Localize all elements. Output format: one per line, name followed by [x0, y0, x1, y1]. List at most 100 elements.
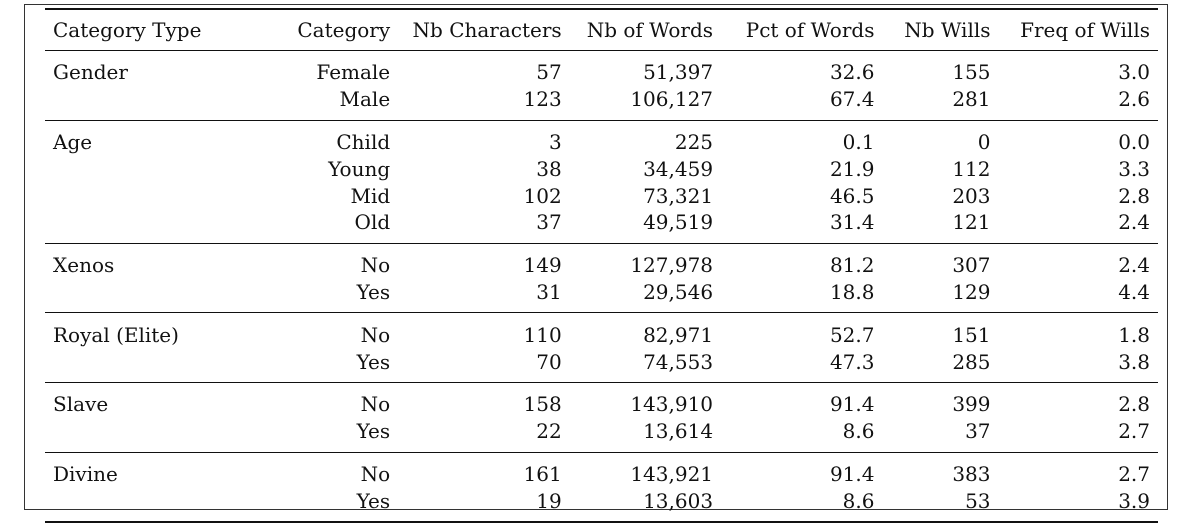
table-group: Gender Female 57 51,397 32.6 155 3.0 Mal… — [45, 51, 1158, 121]
nb-characters-cell: 31 — [536, 279, 562, 304]
freq-wills-cell: 1.8 — [1118, 322, 1150, 347]
pct-words-cell: 8.6 — [842, 419, 875, 444]
table-row: Slave No 158 143,910 91.4 399 2.8 — [45, 382, 1158, 417]
category-type-cell — [45, 279, 287, 313]
nb-wills-cell: 155 — [952, 60, 991, 85]
freq-wills-cell: 3.8 — [1118, 349, 1150, 374]
freq-wills-cell: 2.4 — [1118, 210, 1150, 235]
nb-words-cell: 127,978 — [630, 253, 714, 278]
nb-characters-cell: 161 — [523, 461, 562, 486]
table-row: Gender Female 57 51,397 32.6 155 3.0 — [45, 51, 1158, 86]
pct-words-cell: 8.6 — [842, 488, 875, 513]
table-row: Mid 102 73,321 46.5 203 2.8 — [45, 182, 1158, 209]
category-cell: Child — [336, 129, 391, 154]
category-cell: No — [360, 322, 391, 347]
category-type-cell: Gender — [53, 60, 128, 85]
nb-words-cell: 106,127 — [630, 87, 714, 112]
nb-words-cell: 13,614 — [643, 419, 714, 444]
nb-wills-cell: 53 — [965, 488, 991, 513]
category-type-cell — [45, 86, 287, 120]
table-row: Xenos No 149 127,978 81.2 307 2.4 — [45, 243, 1158, 278]
freq-wills-cell: 0.0 — [1118, 129, 1150, 154]
nb-characters-cell: 22 — [536, 419, 562, 444]
freq-wills-cell: 3.0 — [1118, 60, 1150, 85]
freq-wills-cell: 2.4 — [1118, 253, 1150, 278]
header-pct-words: Pct of Words — [745, 18, 875, 42]
category-type-cell: Royal (Elite) — [53, 322, 179, 347]
pct-words-cell: 32.6 — [829, 60, 875, 85]
table-row: Yes 19 13,603 8.6 53 3.9 — [45, 487, 1158, 522]
nb-words-cell: 29,546 — [643, 279, 714, 304]
header-nb-words: Nb of Words — [586, 18, 714, 42]
pct-words-cell: 21.9 — [829, 156, 875, 181]
pct-words-cell: 52.7 — [829, 322, 875, 347]
category-type-cell: Divine — [53, 461, 118, 486]
header-nb-characters: Nb Characters — [412, 18, 562, 42]
header-category: Category — [297, 18, 391, 42]
nb-wills-cell: 121 — [952, 210, 991, 235]
table-group: Royal (Elite) No 110 82,971 52.7 151 1.8… — [45, 312, 1158, 383]
table-group: Xenos No 149 127,978 81.2 307 2.4 Yes 31… — [45, 243, 1158, 313]
category-cell: Old — [354, 210, 391, 235]
pct-words-cell: 46.5 — [829, 183, 875, 208]
pct-words-cell: 91.4 — [829, 461, 875, 486]
category-cell: Male — [339, 87, 391, 112]
nb-wills-cell: 307 — [952, 253, 991, 278]
nb-wills-cell: 112 — [952, 156, 991, 181]
nb-wills-cell: 399 — [952, 392, 991, 417]
pct-words-cell: 0.1 — [842, 129, 875, 154]
nb-characters-cell: 19 — [536, 488, 562, 513]
nb-characters-cell: 70 — [536, 349, 562, 374]
nb-characters-cell: 38 — [536, 156, 562, 181]
table-row: Divine No 161 143,921 91.4 383 2.7 — [45, 452, 1158, 487]
category-type-cell: Age — [53, 129, 93, 154]
nb-wills-cell: 151 — [952, 322, 991, 347]
category-cell: Female — [316, 60, 391, 85]
freq-wills-cell: 2.7 — [1118, 461, 1150, 486]
nb-words-cell: 143,921 — [630, 461, 714, 486]
nb-words-cell: 82,971 — [643, 322, 714, 347]
nb-wills-cell: 203 — [952, 183, 991, 208]
freq-wills-cell: 2.6 — [1118, 87, 1150, 112]
table-row: Old 37 49,519 31.4 121 2.4 — [45, 209, 1158, 243]
table-row: Age Child 3 225 0.1 0 0.0 — [45, 120, 1158, 155]
statistics-table: Category Type Category Nb Characters Nb … — [45, 8, 1158, 523]
category-cell: Young — [328, 156, 391, 181]
nb-words-cell: 13,603 — [643, 488, 714, 513]
category-type-cell — [45, 182, 287, 209]
category-cell: No — [360, 253, 391, 278]
nb-characters-cell: 57 — [536, 60, 562, 85]
nb-wills-cell: 0 — [977, 129, 991, 154]
category-type-cell: Xenos — [53, 253, 115, 278]
nb-words-cell: 143,910 — [630, 392, 714, 417]
freq-wills-cell: 3.9 — [1118, 488, 1150, 513]
table-group: Slave No 158 143,910 91.4 399 2.8 Yes 22… — [45, 382, 1158, 452]
category-type-cell — [45, 418, 287, 452]
pct-words-cell: 91.4 — [829, 392, 875, 417]
category-cell: No — [360, 461, 391, 486]
pct-words-cell: 31.4 — [829, 210, 875, 235]
table-row: Yes 31 29,546 18.8 129 4.4 — [45, 279, 1158, 313]
table-header: Category Type Category Nb Characters Nb … — [45, 9, 1158, 51]
table-group: Age Child 3 225 0.1 0 0.0 Young 38 34,45… — [45, 120, 1158, 243]
nb-characters-cell: 102 — [523, 183, 562, 208]
freq-wills-cell: 2.8 — [1118, 392, 1150, 417]
table-row: Young 38 34,459 21.9 112 3.3 — [45, 155, 1158, 182]
nb-words-cell: 225 — [674, 129, 714, 154]
table-row: Male 123 106,127 67.4 281 2.6 — [45, 86, 1158, 120]
pct-words-cell: 81.2 — [829, 253, 875, 278]
category-type-cell — [45, 209, 287, 243]
table-frame — [24, 4, 1168, 510]
category-type-cell — [45, 155, 287, 182]
category-cell: Yes — [356, 419, 391, 444]
header-row: Category Type Category Nb Characters Nb … — [45, 9, 1158, 51]
table-row: Yes 22 13,614 8.6 37 2.7 — [45, 418, 1158, 452]
category-cell: Yes — [356, 488, 391, 513]
nb-characters-cell: 37 — [536, 210, 562, 235]
table-row: Royal (Elite) No 110 82,971 52.7 151 1.8 — [45, 313, 1158, 348]
category-cell: Yes — [356, 279, 391, 304]
freq-wills-cell: 4.4 — [1118, 279, 1150, 304]
header-freq-wills: Freq of Wills — [1020, 18, 1150, 42]
nb-words-cell: 73,321 — [643, 183, 714, 208]
category-cell: Mid — [350, 183, 391, 208]
